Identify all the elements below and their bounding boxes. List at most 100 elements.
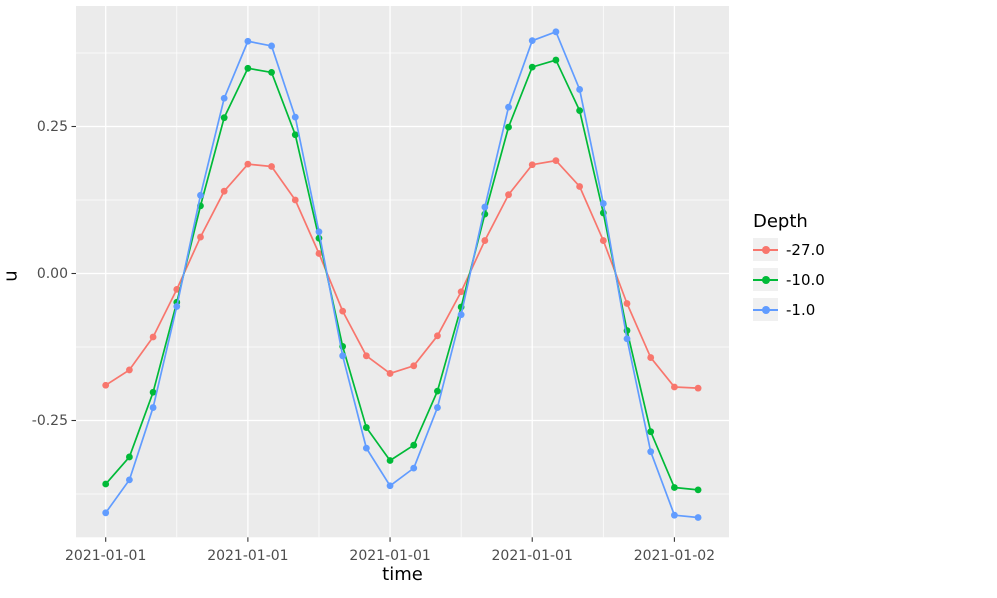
legend-point-icon bbox=[761, 305, 770, 314]
series-point--10.0 bbox=[576, 107, 584, 115]
legend-item-depth-1: -1.0 bbox=[753, 298, 825, 321]
series-point--1.0 bbox=[125, 476, 133, 484]
series-line--27.0 bbox=[104, 159, 699, 390]
series-point--10.0 bbox=[362, 424, 370, 431]
series-point--1.0 bbox=[671, 511, 678, 519]
series-point--10.0 bbox=[552, 56, 560, 64]
series-point--10.0 bbox=[434, 387, 441, 395]
legend-key-swatch bbox=[753, 238, 778, 261]
x-tick-label: 2021-01-01 bbox=[65, 548, 147, 564]
series-point--27.0 bbox=[339, 307, 347, 315]
series-point--10.0 bbox=[671, 484, 678, 491]
series-point--1.0 bbox=[481, 203, 489, 211]
series-point--1.0 bbox=[173, 303, 181, 310]
series-point--27.0 bbox=[457, 288, 465, 296]
series-point--1.0 bbox=[410, 464, 418, 472]
series-point--27.0 bbox=[671, 383, 678, 391]
series-point--27.0 bbox=[149, 333, 157, 341]
legend-item-label: -27.0 bbox=[786, 240, 825, 259]
series-point--1.0 bbox=[434, 404, 441, 411]
series-point--1.0 bbox=[149, 404, 157, 411]
series-point--27.0 bbox=[434, 332, 441, 340]
legend: Depth -27.0 -10.0 -1.0 bbox=[753, 210, 825, 328]
series-point--10.0 bbox=[386, 457, 394, 464]
series-point--27.0 bbox=[173, 285, 181, 293]
series-point--27.0 bbox=[528, 161, 536, 169]
series-point--10.0 bbox=[291, 131, 299, 139]
legend-item-label: -10.0 bbox=[786, 270, 825, 289]
series-point--27.0 bbox=[291, 196, 299, 204]
y-axis-title: u bbox=[0, 270, 22, 282]
series-point--27.0 bbox=[599, 237, 607, 244]
legend-key-swatch bbox=[753, 268, 778, 291]
series-point--1.0 bbox=[599, 200, 607, 207]
series-point--27.0 bbox=[694, 384, 702, 392]
series-point--10.0 bbox=[647, 428, 655, 436]
series-point--10.0 bbox=[410, 441, 418, 449]
series-point--1.0 bbox=[268, 42, 275, 50]
series-point--1.0 bbox=[576, 86, 584, 93]
series-point--1.0 bbox=[694, 514, 702, 521]
series-point--1.0 bbox=[339, 352, 347, 360]
series-point--27.0 bbox=[220, 187, 228, 195]
series-point--10.0 bbox=[125, 453, 133, 461]
series-point--27.0 bbox=[552, 157, 560, 165]
series-point--27.0 bbox=[102, 381, 110, 389]
series-line--10.0 bbox=[104, 59, 699, 491]
series-point--1.0 bbox=[102, 509, 110, 517]
series-point--1.0 bbox=[244, 37, 252, 45]
series-point--1.0 bbox=[505, 103, 512, 111]
series-point--1.0 bbox=[220, 94, 228, 102]
series-point--1.0 bbox=[197, 191, 204, 199]
series-point--10.0 bbox=[505, 123, 512, 131]
series-point--27.0 bbox=[623, 300, 631, 307]
legend-point-icon bbox=[761, 245, 770, 254]
series-point--27.0 bbox=[268, 163, 275, 170]
series-point--27.0 bbox=[576, 183, 584, 190]
series-point--1.0 bbox=[552, 28, 560, 36]
x-tick-label: 2021-01-01 bbox=[207, 548, 289, 564]
series-point--27.0 bbox=[410, 362, 418, 370]
series-point--27.0 bbox=[362, 352, 370, 360]
y-tick-label: 0.25 bbox=[36, 118, 68, 135]
series-point--1.0 bbox=[457, 311, 465, 319]
series-point--1.0 bbox=[386, 482, 394, 490]
legend-key-swatch bbox=[753, 298, 778, 321]
series-point--10.0 bbox=[149, 388, 157, 396]
legend-item-depth-10: -10.0 bbox=[753, 268, 825, 291]
series-point--27.0 bbox=[125, 366, 133, 374]
series-point--10.0 bbox=[268, 69, 275, 76]
x-tick-label: 2021-01-01 bbox=[491, 548, 573, 564]
series-point--1.0 bbox=[528, 37, 536, 45]
x-tick-label: 2021-01-02 bbox=[633, 548, 716, 564]
series-line--1.0 bbox=[104, 30, 699, 519]
series-point--27.0 bbox=[315, 250, 323, 257]
series-point--27.0 bbox=[197, 233, 204, 241]
series-point--10.0 bbox=[694, 486, 702, 494]
series-point--10.0 bbox=[102, 480, 110, 488]
x-tick-label: 2021-01-01 bbox=[349, 548, 431, 564]
plot-panel bbox=[76, 6, 729, 538]
legend-item-depth-27: -27.0 bbox=[753, 238, 825, 261]
y-tick-label: -0.25 bbox=[31, 412, 68, 429]
series-point--1.0 bbox=[315, 228, 323, 236]
series-point--27.0 bbox=[481, 237, 489, 244]
x-axis-title: time bbox=[382, 564, 423, 585]
legend-item-label: -1.0 bbox=[786, 300, 816, 319]
series-point--1.0 bbox=[623, 335, 631, 343]
series-point--1.0 bbox=[647, 448, 655, 456]
series-point--10.0 bbox=[528, 63, 536, 71]
series-point--1.0 bbox=[291, 113, 299, 121]
y-tick-label: 0.00 bbox=[36, 265, 68, 282]
series-point--10.0 bbox=[220, 114, 228, 122]
series-point--1.0 bbox=[362, 444, 370, 452]
series-point--10.0 bbox=[244, 64, 252, 72]
legend-title: Depth bbox=[753, 211, 808, 232]
series-point--27.0 bbox=[505, 191, 512, 199]
series-point--27.0 bbox=[244, 160, 252, 168]
series-point--27.0 bbox=[647, 354, 655, 361]
legend-point-icon bbox=[761, 275, 770, 284]
series-point--27.0 bbox=[386, 370, 394, 377]
